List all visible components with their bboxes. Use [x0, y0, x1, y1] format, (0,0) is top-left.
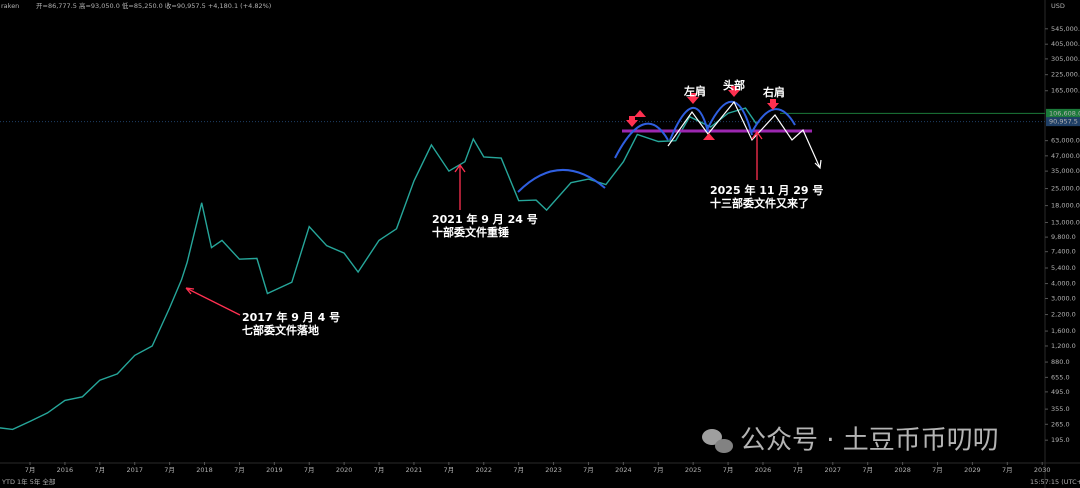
x-tick-label: 7月 — [862, 466, 873, 474]
annotation: 右肩 — [762, 85, 785, 99]
y-tick-label: 225,000.0 — [1051, 71, 1080, 79]
x-tick-label: 7月 — [583, 466, 594, 474]
price-line-series — [0, 107, 760, 431]
y-tick-label: 495.0 — [1051, 388, 1070, 396]
arc — [517, 168, 606, 193]
y-tick-label: 63,000.0 — [1051, 137, 1080, 145]
y-tick-label: 4,000.0 — [1051, 280, 1076, 288]
x-tick-label: 2030 — [1034, 466, 1051, 474]
x-tick-label: 2018 — [196, 466, 213, 474]
x-tick-label: 2027 — [825, 466, 842, 474]
y-tick-label: 35,000.0 — [1051, 167, 1080, 175]
y-tick-label: 18,000.0 — [1051, 202, 1080, 210]
x-tick-label: 2022 — [475, 466, 492, 474]
arc — [705, 100, 753, 136]
x-tick-label: 7月 — [304, 466, 315, 474]
y-tick-label: 265.0 — [1051, 420, 1070, 428]
currency: USD — [1051, 2, 1065, 10]
watermark-icon — [702, 429, 733, 453]
y-tick-label: 655.0 — [1051, 373, 1070, 381]
x-tick-label: 2023 — [545, 466, 562, 474]
x-tick-label: 2017 — [126, 466, 143, 474]
x-tick-label: 2025 — [685, 466, 702, 474]
price-label: 106,608.0 — [1049, 109, 1080, 117]
annotation: 十三部委文件又来了 — [710, 196, 809, 210]
annotation: 十部委文件重锤 — [432, 225, 509, 239]
markers — [626, 86, 779, 140]
x-tick-label: 7月 — [95, 466, 106, 474]
y-tick-label: 195.0 — [1051, 436, 1070, 444]
x-tick-label: 7月 — [164, 466, 175, 474]
y-tick-label: 1,600.0 — [1051, 327, 1076, 335]
annotation: 左肩 — [683, 84, 706, 98]
x-tick-label: 2026 — [755, 466, 772, 474]
x-tick-label: 7月 — [374, 466, 385, 474]
y-tick-label: 2,200.0 — [1051, 311, 1076, 319]
x-tick-label: 2028 — [894, 466, 911, 474]
x-tick-label: 7月 — [793, 466, 804, 474]
annotation: 2021 年 9 月 24 号 — [432, 212, 538, 226]
symbol: raken — [1, 2, 19, 10]
arrow-head — [814, 159, 822, 170]
price-label-box — [1046, 108, 1080, 118]
x-tick-label: 7月 — [444, 466, 455, 474]
arrow — [454, 163, 466, 210]
arc — [751, 108, 796, 133]
x-tick-label: 7月 — [723, 466, 734, 474]
x-tick-label: 2021 — [406, 466, 423, 474]
x-tick-label: 7月 — [932, 466, 943, 474]
clock: 15:57:15 (UTC+8) — [1030, 478, 1080, 486]
x-tick-label: 2016 — [57, 466, 74, 474]
y-tick-label: 47,000.0 — [1051, 152, 1080, 160]
arc — [669, 107, 709, 141]
y-tick-label: 305,000.0 — [1051, 55, 1080, 63]
range-buttons[interactable]: YTD 1年 5年 全部 — [1, 477, 56, 486]
y-tick-label: 3,000.0 — [1051, 294, 1076, 302]
y-tick-label: 405,000.0 — [1051, 40, 1080, 48]
y-tick-label: 5,400.0 — [1051, 264, 1076, 272]
x-tick-label: 7月 — [513, 466, 524, 474]
pattern-drawings — [185, 100, 822, 316]
y-tick-label: 165,000.0 — [1051, 87, 1080, 95]
x-tick-label: 2029 — [964, 466, 981, 474]
price-label: 90,957.5 — [1049, 118, 1078, 126]
y-tick-label: 1,200.0 — [1051, 342, 1076, 350]
x-tick-label: 7月 — [234, 466, 245, 474]
y-tick-label: 9,800.0 — [1051, 233, 1076, 241]
annotation: 2017 年 9 月 4 号 — [242, 310, 340, 324]
annotation: 头部 — [723, 78, 745, 92]
y-tick-label: 13,000.0 — [1051, 218, 1080, 226]
arc — [614, 122, 669, 159]
x-tick-label: 2024 — [615, 466, 632, 474]
watermark: 公众号 · 土豆币币叨叨 — [740, 426, 999, 456]
x-tick-label: 2020 — [336, 466, 353, 474]
x-tick-label: 7月 — [653, 466, 664, 474]
x-tick-label: 7月 — [25, 466, 36, 474]
y-tick-label: 545,000.0 — [1051, 25, 1080, 33]
y-tick-label: 355.0 — [1051, 405, 1070, 413]
annotation: 2025 年 11 月 29 号 — [710, 183, 823, 197]
y-tick-label: 7,400.0 — [1051, 248, 1076, 256]
arrow — [185, 287, 241, 316]
marks: 545,000.0 405,000.0 305,000.0 225,000.0 165,… — [0, 25, 1080, 474]
y-tick-label: 880.0 — [1051, 358, 1070, 366]
arrow — [751, 130, 763, 180]
x-tick-label: 2019 — [266, 466, 283, 474]
x-tick-label: 7月 — [1002, 466, 1013, 474]
projection — [667, 100, 821, 169]
ohlc: 开=86,777.5 高=93,050.0 低=85,250.0 收=90,95… — [36, 1, 271, 10]
y-tick-label: 25,000.0 — [1051, 185, 1080, 193]
annotation: 七部委文件落地 — [242, 323, 319, 337]
price-label-box — [1046, 117, 1080, 127]
